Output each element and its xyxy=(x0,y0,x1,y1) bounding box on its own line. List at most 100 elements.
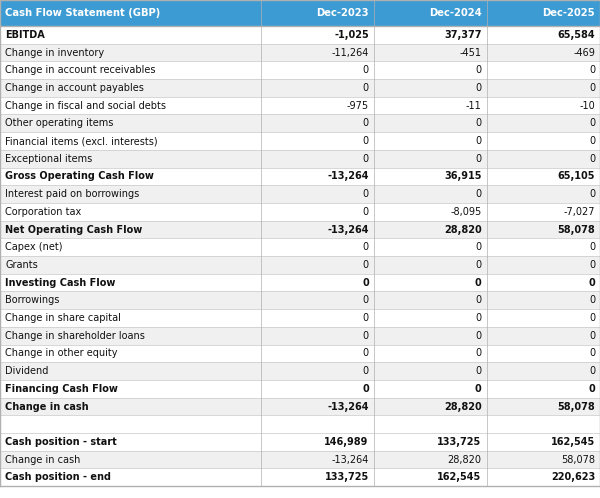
Text: 37,377: 37,377 xyxy=(444,30,482,40)
Text: 0: 0 xyxy=(362,154,369,164)
Text: -11,264: -11,264 xyxy=(331,47,369,58)
Bar xyxy=(374,327,487,345)
Bar xyxy=(374,97,487,115)
Text: 36,915: 36,915 xyxy=(444,171,482,181)
Bar xyxy=(487,239,600,256)
Bar xyxy=(374,44,487,61)
Text: Dividend: Dividend xyxy=(5,366,49,376)
Text: 0: 0 xyxy=(475,154,482,164)
Text: Investing Cash Flow: Investing Cash Flow xyxy=(5,278,115,288)
Text: Cash position - end: Cash position - end xyxy=(5,472,111,483)
Text: Dec-2023: Dec-2023 xyxy=(316,8,369,18)
Text: 0: 0 xyxy=(362,384,369,394)
Bar xyxy=(374,451,487,469)
Text: 162,545: 162,545 xyxy=(437,472,482,483)
Text: 0: 0 xyxy=(362,207,369,217)
Text: 0: 0 xyxy=(362,331,369,341)
Text: Change in other equity: Change in other equity xyxy=(5,349,118,359)
Bar xyxy=(261,26,374,44)
Bar xyxy=(0,185,261,203)
Bar xyxy=(261,221,374,239)
Bar xyxy=(487,61,600,79)
Bar xyxy=(374,398,487,415)
Bar xyxy=(261,363,374,380)
Text: -469: -469 xyxy=(573,47,595,58)
Bar xyxy=(487,132,600,150)
Bar xyxy=(374,363,487,380)
Text: 0: 0 xyxy=(589,260,595,270)
Text: Change in share capital: Change in share capital xyxy=(5,313,121,323)
Bar xyxy=(487,469,600,486)
Text: Change in shareholder loans: Change in shareholder loans xyxy=(5,331,145,341)
Bar xyxy=(374,0,487,26)
Text: 0: 0 xyxy=(475,189,482,199)
Text: 133,725: 133,725 xyxy=(325,472,369,483)
Text: EBITDA: EBITDA xyxy=(5,30,45,40)
Text: -11: -11 xyxy=(466,101,482,111)
Bar xyxy=(487,274,600,291)
Bar xyxy=(261,256,374,274)
Text: 0: 0 xyxy=(475,331,482,341)
Text: Exceptional items: Exceptional items xyxy=(5,154,92,164)
Text: 0: 0 xyxy=(475,349,482,359)
Text: 0: 0 xyxy=(362,260,369,270)
Text: 0: 0 xyxy=(362,242,369,252)
Bar xyxy=(0,256,261,274)
Bar xyxy=(487,0,600,26)
Bar xyxy=(374,221,487,239)
Bar xyxy=(0,203,261,221)
Text: 0: 0 xyxy=(475,384,482,394)
Text: 65,105: 65,105 xyxy=(557,171,595,181)
Bar xyxy=(0,274,261,291)
Bar xyxy=(261,291,374,309)
Text: -975: -975 xyxy=(347,101,369,111)
Bar xyxy=(261,309,374,327)
Text: 0: 0 xyxy=(589,119,595,128)
Bar xyxy=(374,150,487,168)
Text: 28,820: 28,820 xyxy=(444,401,482,411)
Bar xyxy=(261,97,374,115)
Bar xyxy=(0,415,261,433)
Bar xyxy=(261,44,374,61)
Text: Change in account payables: Change in account payables xyxy=(5,83,144,93)
Bar xyxy=(0,433,261,451)
Text: 0: 0 xyxy=(475,278,482,288)
Text: Interest paid on borrowings: Interest paid on borrowings xyxy=(5,189,139,199)
Bar xyxy=(374,433,487,451)
Bar xyxy=(374,132,487,150)
Text: 58,078: 58,078 xyxy=(561,455,595,465)
Bar xyxy=(487,26,600,44)
Bar xyxy=(261,469,374,486)
Text: 0: 0 xyxy=(362,366,369,376)
Text: 0: 0 xyxy=(589,349,595,359)
Bar xyxy=(261,239,374,256)
Bar xyxy=(374,168,487,185)
Text: Change in cash: Change in cash xyxy=(5,455,80,465)
Bar xyxy=(374,79,487,97)
Bar xyxy=(261,451,374,469)
Bar xyxy=(261,150,374,168)
Text: 0: 0 xyxy=(475,260,482,270)
Bar xyxy=(261,327,374,345)
Bar xyxy=(487,363,600,380)
Bar xyxy=(0,469,261,486)
Bar xyxy=(0,150,261,168)
Text: -7,027: -7,027 xyxy=(563,207,595,217)
Text: 0: 0 xyxy=(589,83,595,93)
Bar xyxy=(374,415,487,433)
Bar xyxy=(487,380,600,398)
Bar xyxy=(261,380,374,398)
Bar xyxy=(487,185,600,203)
Bar xyxy=(261,0,374,26)
Text: 0: 0 xyxy=(475,65,482,75)
Text: 0: 0 xyxy=(475,313,482,323)
Text: Grants: Grants xyxy=(5,260,38,270)
Text: 0: 0 xyxy=(362,136,369,146)
Text: 28,820: 28,820 xyxy=(448,455,482,465)
Bar xyxy=(374,256,487,274)
Bar xyxy=(487,203,600,221)
Text: 0: 0 xyxy=(589,154,595,164)
Text: 0: 0 xyxy=(588,384,595,394)
Text: Net Operating Cash Flow: Net Operating Cash Flow xyxy=(5,225,142,235)
Bar xyxy=(0,115,261,132)
